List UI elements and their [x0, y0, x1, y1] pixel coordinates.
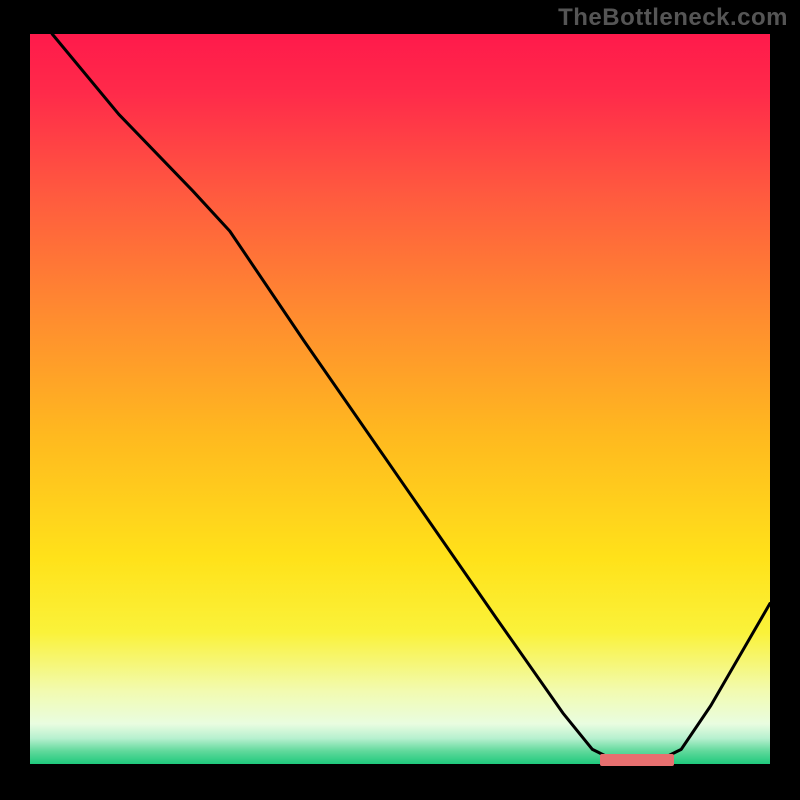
curve-layer — [30, 34, 770, 764]
optimal-range-bar — [600, 754, 674, 766]
chart-frame: TheBottleneck.com — [0, 0, 800, 800]
watermark-text: TheBottleneck.com — [558, 4, 788, 32]
bottleneck-curve — [52, 34, 770, 760]
plot-area — [30, 34, 770, 764]
